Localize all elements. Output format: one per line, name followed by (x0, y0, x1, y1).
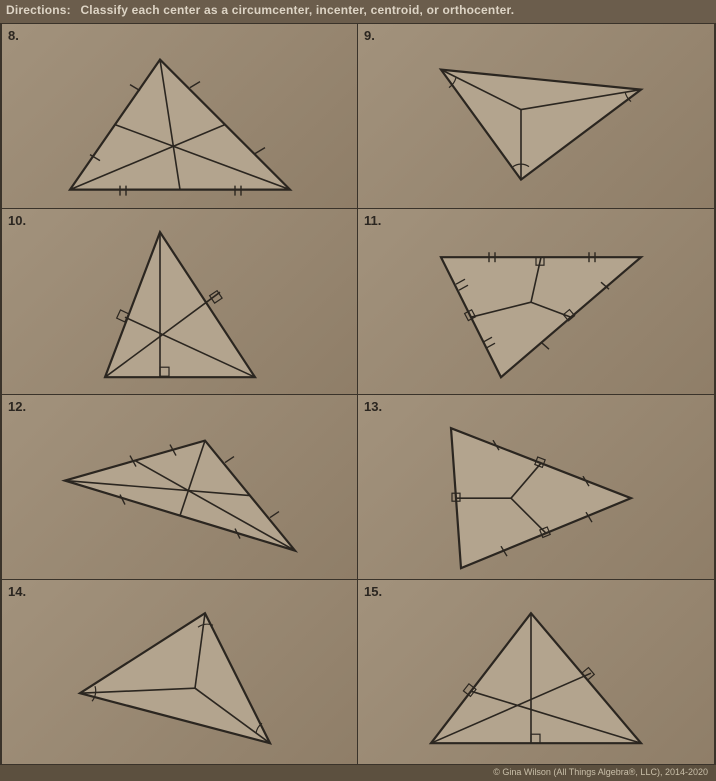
problem-cell: 12. (2, 395, 358, 580)
triangle-diagram (35, 400, 325, 580)
triangle-diagram (391, 398, 681, 583)
problem-cell: 11. (358, 209, 714, 394)
triangle-diagram (55, 213, 305, 398)
problem-cell: 13. (358, 395, 714, 580)
directions-text: Classify each center as a circumcenter, … (80, 3, 514, 17)
problem-number: 11. (364, 213, 381, 228)
problem-number: 10. (8, 213, 26, 228)
worksheet-page: Directions: Classify each center as a ci… (0, 0, 716, 781)
triangle-diagram (391, 30, 681, 210)
problem-number: 8. (8, 28, 19, 43)
directions-label: Directions: (6, 3, 71, 17)
directions-bar: Directions: Classify each center as a ci… (0, 0, 716, 24)
triangle-diagram (391, 213, 681, 398)
problem-number: 15. (364, 584, 382, 599)
problem-cell: 9. (358, 24, 714, 209)
problem-number: 12. (8, 399, 26, 414)
triangle-diagram (391, 583, 681, 768)
problem-number: 9. (364, 28, 375, 43)
triangle-diagram (40, 30, 320, 210)
problem-cell: 14. (2, 580, 358, 765)
problem-number: 14. (8, 584, 26, 599)
problem-cell: 8. (2, 24, 358, 209)
problem-grid: 8. 9. (0, 24, 716, 765)
problem-number: 13. (364, 399, 382, 414)
triangle-diagram (40, 583, 320, 768)
problem-cell: 15. (358, 580, 714, 765)
problem-cell: 10. (2, 209, 358, 394)
